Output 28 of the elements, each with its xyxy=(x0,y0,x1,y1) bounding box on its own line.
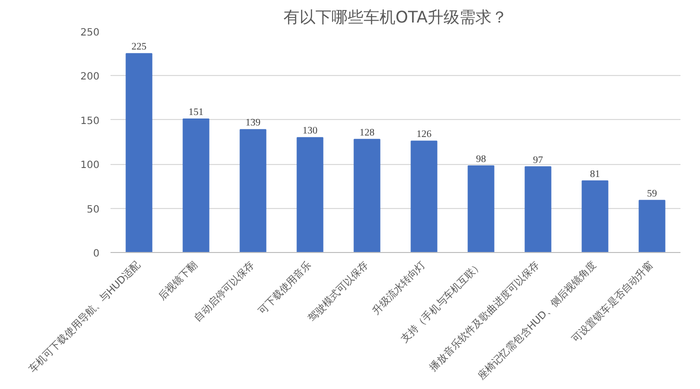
chart-title: 有以下哪些车机OTA升级需求？ xyxy=(283,8,508,26)
data-label: 126 xyxy=(416,129,432,140)
bar xyxy=(354,138,380,252)
y-tick-label: 100 xyxy=(80,160,100,172)
data-label: 128 xyxy=(360,127,374,138)
data-label: 97 xyxy=(533,154,543,166)
data-label: 59 xyxy=(647,188,657,200)
bar xyxy=(582,180,608,252)
bar xyxy=(468,165,494,252)
bar xyxy=(296,137,324,252)
bar xyxy=(126,53,152,252)
data-label: 98 xyxy=(476,154,486,165)
bar xyxy=(240,129,266,252)
x-tick-label: 后视镜下翻 xyxy=(156,258,200,303)
y-tick-label: 250 xyxy=(80,28,100,38)
bar xyxy=(638,200,666,252)
y-tick-label: 200 xyxy=(80,72,100,83)
bar xyxy=(410,140,438,252)
data-label: 151 xyxy=(188,107,204,118)
y-tick-label: 50 xyxy=(86,204,100,216)
y-tick-label: 0 xyxy=(93,248,100,260)
data-label: 130 xyxy=(302,126,318,137)
bar xyxy=(524,166,552,252)
bar xyxy=(182,118,210,252)
data-label: 139 xyxy=(246,118,260,129)
y-tick-label: 150 xyxy=(80,116,100,127)
data-label: 81 xyxy=(590,168,600,180)
data-label: 225 xyxy=(132,42,146,53)
